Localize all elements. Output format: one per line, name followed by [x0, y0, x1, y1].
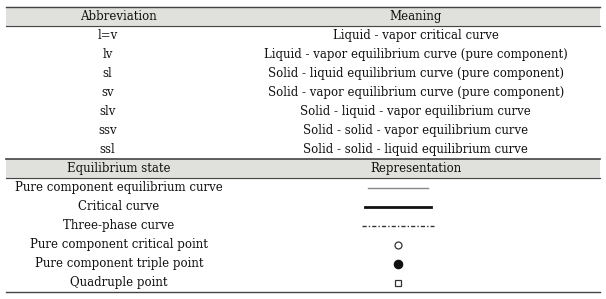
Text: Solid - solid - liquid equilibrium curve: Solid - solid - liquid equilibrium curve [304, 143, 528, 156]
Text: Representation: Representation [370, 162, 461, 175]
Bar [6, 159, 600, 178]
Text: sv: sv [101, 86, 114, 99]
Text: l=v: l=v [98, 29, 118, 42]
Text: ssl: ssl [100, 143, 116, 156]
Text: Pure component triple point: Pure component triple point [35, 257, 203, 270]
Text: Solid - vapor equilibrium curve (pure component): Solid - vapor equilibrium curve (pure co… [268, 86, 564, 99]
Text: Quadruple point: Quadruple point [70, 276, 168, 289]
Text: lv: lv [102, 48, 113, 61]
Bar [6, 7, 600, 26]
Text: Solid - solid - vapor equilibrium curve: Solid - solid - vapor equilibrium curve [303, 124, 528, 137]
Text: Equilibrium state: Equilibrium state [67, 162, 171, 175]
Text: Three-phase curve: Three-phase curve [63, 219, 175, 232]
Text: Liquid - vapor equilibrium curve (pure component): Liquid - vapor equilibrium curve (pure c… [264, 48, 568, 61]
Text: Solid - liquid - vapor equilibrium curve: Solid - liquid - vapor equilibrium curve [301, 105, 531, 118]
Text: sl: sl [103, 67, 113, 80]
Text: Solid - liquid equilibrium curve (pure component): Solid - liquid equilibrium curve (pure c… [268, 67, 564, 80]
Text: Pure component critical point: Pure component critical point [30, 238, 208, 251]
Text: slv: slv [99, 105, 116, 118]
Text: Critical curve: Critical curve [78, 200, 159, 213]
Text: Abbreviation: Abbreviation [81, 10, 158, 23]
Text: Pure component equilibrium curve: Pure component equilibrium curve [15, 181, 223, 194]
Text: ssv: ssv [98, 124, 117, 137]
Text: Meaning: Meaning [390, 10, 442, 23]
Text: Liquid - vapor critical curve: Liquid - vapor critical curve [333, 29, 499, 42]
